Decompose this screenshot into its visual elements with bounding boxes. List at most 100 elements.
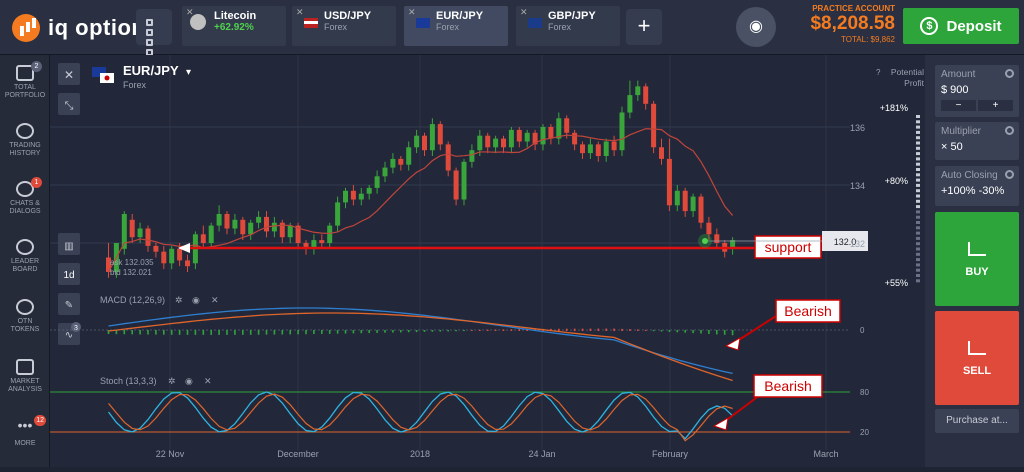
stoch-k-line xyxy=(107,391,734,440)
macd-bar xyxy=(723,330,726,335)
candle xyxy=(508,129,514,148)
deposit-button[interactable]: $ Deposit xyxy=(903,8,1019,44)
pair-title[interactable]: EUR/JPY xyxy=(123,63,179,78)
profit-scale-tick xyxy=(916,120,920,124)
purchase-at-button[interactable]: Purchase at... xyxy=(935,409,1019,433)
macd-bar xyxy=(392,330,394,333)
candle xyxy=(651,103,657,148)
macd-bar xyxy=(605,328,607,331)
profit-scale-tick xyxy=(916,210,920,214)
macd-bar xyxy=(455,330,457,332)
brand-logo[interactable]: iq option xyxy=(12,14,145,42)
sidebar-item-leaderboard[interactable]: LEADER BOARD xyxy=(0,239,50,274)
chevron-down-icon[interactable]: ▾ xyxy=(186,67,191,78)
buy-button[interactable]: BUY xyxy=(935,212,1019,306)
profit-scale-tick xyxy=(916,199,920,203)
sidebar-label: HISTORY xyxy=(9,150,41,157)
account-balance[interactable]: PRACTICE ACCOUNT $8,208.58 TOTAL: $9,862 xyxy=(780,4,895,44)
indicator-count-badge xyxy=(71,322,81,332)
auto-closing-value[interactable]: +100% -30% xyxy=(941,185,1005,197)
gear-icon[interactable]: ✲ xyxy=(168,376,176,386)
sidebar-item-more[interactable]: ••• 12 MORE xyxy=(0,415,50,448)
chart-type-button[interactable] xyxy=(58,233,80,255)
tab-eur-jpy[interactable]: ✕ EUR/JPY Forex xyxy=(404,6,508,46)
close-chart-button[interactable] xyxy=(58,63,80,85)
sidebar-label: PORTFOLIO xyxy=(4,92,46,99)
candle xyxy=(485,135,491,148)
sidebar-item-portfolio[interactable]: 2 TOTAL PORTFOLIO xyxy=(0,61,50,100)
candle xyxy=(366,187,372,194)
macd-bar xyxy=(336,330,339,334)
amount-field[interactable]: Amount $ 900 − + xyxy=(935,65,1019,117)
multiplier-field[interactable]: Multiplier × 50 xyxy=(935,122,1019,160)
macd-bar xyxy=(186,330,189,335)
ask-price: ask 132.035 xyxy=(110,258,154,267)
gear-icon[interactable] xyxy=(1005,170,1014,179)
stoch-20-label: 20 xyxy=(860,428,869,437)
multiplier-label: Multiplier xyxy=(941,126,982,137)
chart-down-icon xyxy=(968,341,986,355)
gear-icon[interactable] xyxy=(1005,126,1014,135)
decrease-button[interactable]: − xyxy=(941,100,976,111)
candle xyxy=(730,240,736,249)
sidebar-item-chats[interactable]: 1 CHATS & DIALOGS xyxy=(0,177,50,216)
camera-icon[interactable]: ◉ xyxy=(736,7,776,47)
sidebar-item-tokens[interactable]: OTN TOKENS xyxy=(0,299,50,334)
macd-bar xyxy=(226,330,228,335)
close-icon: ✕ xyxy=(64,68,74,82)
close-icon[interactable]: ✕ xyxy=(211,295,219,305)
left-sidebar: 2 TOTAL PORTFOLIO TRADING HISTORY 1 CHATS … xyxy=(0,55,50,467)
add-tab-button[interactable]: + xyxy=(626,9,662,45)
macd-bar xyxy=(115,330,118,335)
asset-grid-button[interactable] xyxy=(136,9,172,56)
candle xyxy=(714,234,720,243)
tab-gbp-jpy[interactable]: ✕ GBP/JPY Forex xyxy=(516,6,620,46)
macd-bar xyxy=(297,330,299,335)
drawing-tools-button[interactable] xyxy=(58,293,80,315)
close-icon[interactable]: ✕ xyxy=(408,7,416,17)
macd-bar xyxy=(518,329,521,331)
auto-closing-field[interactable]: Auto Closing +100% -30% xyxy=(935,166,1019,206)
sidebar-item-history[interactable]: TRADING HISTORY xyxy=(0,123,50,158)
price-tick-label: 136 xyxy=(850,123,865,133)
bearish-label: Bearish xyxy=(784,303,831,319)
current-price-point xyxy=(702,238,708,244)
candle xyxy=(666,158,672,206)
macd-bar xyxy=(431,330,434,332)
profit-scale-tick xyxy=(916,252,920,256)
multiplier-value[interactable]: × 50 xyxy=(941,141,963,153)
bearish-callout-macd xyxy=(775,299,841,323)
expand-button[interactable] xyxy=(58,93,80,115)
gear-icon[interactable] xyxy=(1005,69,1014,78)
tab-litecoin[interactable]: ✕ Litecoin +62.92% xyxy=(182,6,286,46)
close-icon[interactable]: ✕ xyxy=(204,376,212,386)
help-icon[interactable]: ? xyxy=(876,68,881,77)
close-icon[interactable]: ✕ xyxy=(296,7,304,17)
profit-scale-tick xyxy=(916,189,920,193)
eye-icon[interactable]: ◉ xyxy=(192,295,200,305)
close-icon[interactable]: ✕ xyxy=(186,7,194,17)
candle xyxy=(477,135,483,151)
globe-icon xyxy=(16,239,34,255)
price-chart[interactable]: ✕ ⤡ EUR/JPY ▾ Forex Potential Profit ? s… xyxy=(50,55,925,467)
eye-icon[interactable]: ◉ xyxy=(185,376,193,386)
timeframe-button[interactable] xyxy=(58,263,80,285)
stoch-80-label: 80 xyxy=(860,388,869,397)
candle xyxy=(627,95,633,113)
increase-button[interactable]: + xyxy=(978,100,1013,111)
candle xyxy=(595,144,601,156)
close-icon[interactable]: ✕ xyxy=(520,7,528,17)
amount-value[interactable]: $ 900 xyxy=(941,84,969,96)
tab-type: Forex xyxy=(324,22,348,32)
clock-icon xyxy=(16,123,34,139)
tab-usd-jpy[interactable]: ✕ USD/JPY Forex xyxy=(292,6,396,46)
sidebar-item-market-analysis[interactable]: MARKET ANALYSIS xyxy=(0,359,50,394)
gear-icon[interactable]: ✲ xyxy=(175,295,183,305)
stoch-label: Stoch (13,3,3) xyxy=(100,376,157,386)
candle xyxy=(358,193,364,200)
candle xyxy=(398,158,404,165)
profit-scale-tick xyxy=(916,125,920,129)
chart-area[interactable]: ✕ ⤡ EUR/JPY ▾ Forex Potential Profit ? s… xyxy=(50,55,925,467)
sell-button[interactable]: SELL xyxy=(935,311,1019,405)
candle xyxy=(208,225,214,243)
